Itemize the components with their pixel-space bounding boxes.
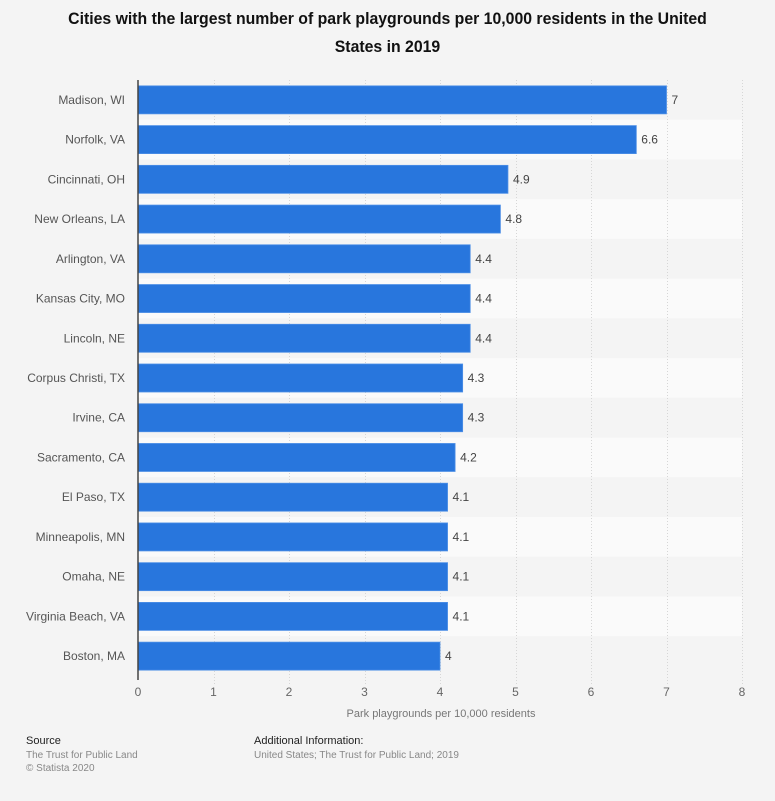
bar[interactable] — [137, 363, 464, 393]
category-label: Omaha, NE — [62, 570, 125, 584]
value-label: 4.4 — [475, 252, 492, 266]
value-label: 4.9 — [513, 172, 530, 186]
x-tick-labels: 0 1 2 3 4 5 6 7 8 — [135, 685, 746, 699]
value-label: 4.3 — [468, 371, 485, 385]
source-line[interactable]: The Trust for Public Land — [26, 750, 138, 761]
value-label: 4.1 — [453, 609, 470, 623]
category-labels: Madison, WI Norfolk, VA Cincinnati, OH New … — [26, 93, 125, 663]
value-label: 4.8 — [505, 212, 522, 226]
bar[interactable] — [137, 403, 464, 433]
category-label: New Orleans, LA — [34, 212, 125, 226]
bars — [137, 85, 667, 671]
chart-title: Cities with the largest number of park p… — [68, 9, 707, 56]
bar-chart: Madison, WI Norfolk, VA Cincinnati, OH New … — [26, 80, 746, 720]
bar[interactable] — [137, 244, 471, 274]
x-tick-label: 1 — [210, 685, 217, 699]
category-label: Minneapolis, MN — [36, 530, 125, 544]
value-label: 4.1 — [453, 530, 470, 544]
source-heading: Source — [26, 735, 61, 747]
value-labels: 7 6.6 4.9 4.8 4.4 4.4 4.4 4.3 4.3 4.2 4.1 4.1 4.1 4.1… — [445, 93, 679, 663]
category-label: Kansas City, MO — [36, 292, 125, 306]
value-label: 4.1 — [453, 490, 470, 504]
x-tick-label: 7 — [663, 685, 670, 699]
value-label: 4 — [445, 649, 452, 663]
x-tick-label: 8 — [739, 685, 746, 699]
bar[interactable] — [137, 443, 456, 472]
category-label: Arlington, VA — [56, 252, 125, 266]
value-label: 4.3 — [468, 411, 485, 425]
bar[interactable] — [137, 125, 637, 154]
copyright-line: © Statista 2020 — [26, 763, 95, 774]
category-label: Sacramento, CA — [37, 450, 125, 464]
bar[interactable] — [137, 164, 509, 194]
bar[interactable] — [137, 482, 448, 512]
value-label: 4.2 — [460, 450, 477, 464]
category-label: El Paso, TX — [62, 490, 125, 504]
x-tick-label: 5 — [512, 685, 519, 699]
bar[interactable] — [137, 323, 471, 353]
x-tick-label: 3 — [361, 685, 368, 699]
value-label: 6.6 — [641, 133, 658, 147]
bar[interactable] — [137, 85, 667, 115]
bar[interactable] — [137, 641, 441, 671]
additional-info-block: Additional Information: United States; T… — [254, 735, 459, 762]
category-label: Virginia Beach, VA — [26, 609, 125, 623]
bar[interactable] — [137, 562, 448, 592]
bar[interactable] — [137, 204, 501, 234]
category-label: Cincinnati, OH — [48, 172, 125, 186]
additional-info-heading: Additional Information: — [254, 735, 364, 747]
bar[interactable] — [137, 522, 448, 552]
category-label: Boston, MA — [63, 649, 125, 663]
value-label: 4.4 — [475, 331, 492, 345]
bar[interactable] — [137, 284, 471, 313]
value-label: 7 — [672, 93, 679, 107]
value-label: 4.1 — [453, 570, 470, 584]
x-tick-label: 0 — [135, 685, 142, 699]
category-label: Norfolk, VA — [65, 133, 125, 147]
x-axis-title: Park playgrounds per 10,000 residents — [347, 708, 536, 720]
x-tick-label: 4 — [437, 685, 444, 699]
category-label: Corpus Christi, TX — [27, 371, 125, 385]
category-label: Irvine, CA — [72, 411, 125, 425]
x-tick-label: 6 — [588, 685, 595, 699]
source-block: Source The Trust for Public Land © Stati… — [26, 735, 138, 775]
additional-info-text: United States; The Trust for Public Land… — [254, 750, 459, 761]
bar[interactable] — [137, 602, 448, 631]
category-label: Madison, WI — [58, 93, 125, 107]
value-label: 4.4 — [475, 292, 492, 306]
x-tick-label: 2 — [286, 685, 293, 699]
category-label: Lincoln, NE — [64, 331, 125, 345]
